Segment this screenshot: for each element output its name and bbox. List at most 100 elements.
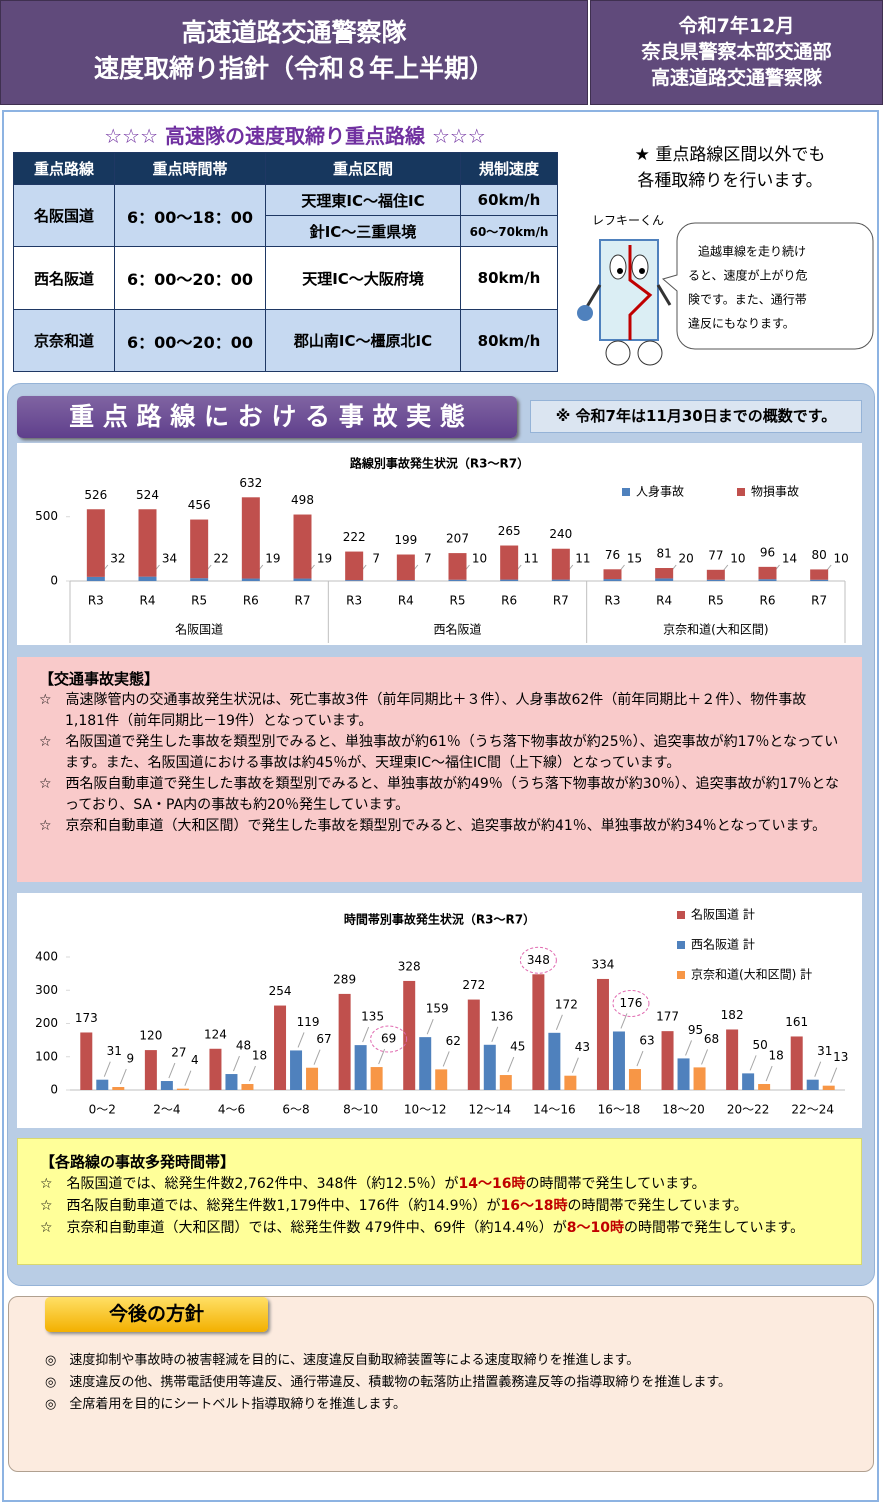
time-fact: ☆ 西名阪自動車道では、総発生件数1,179件中、176件（約14.9％）が16… <box>40 1195 839 1217</box>
legend-swatch <box>677 971 685 979</box>
bar <box>564 1075 577 1090</box>
bar-segment <box>758 566 777 580</box>
x-tick-label: R6 <box>243 594 259 608</box>
bar <box>112 1087 125 1090</box>
bar <box>290 1050 303 1090</box>
value-label: 63 <box>639 1034 654 1048</box>
bar <box>419 1037 432 1090</box>
limit: 60～70km/h <box>460 215 558 247</box>
legend-label: 物損事故 <box>751 484 799 499</box>
bar-segment <box>603 579 622 581</box>
x-tick-label: R3 <box>605 594 621 608</box>
value-label: 81 <box>657 547 672 561</box>
bar-segment <box>655 568 674 579</box>
x-tick-label: 20～22 <box>727 1103 770 1117</box>
col-head: 規制速度 <box>460 152 558 185</box>
leader <box>378 1048 386 1065</box>
org-line: 奈良県警察本部交通部 <box>641 41 832 63</box>
value-label: 172 <box>555 997 578 1011</box>
pupil <box>639 268 645 274</box>
value-label: 15 <box>627 552 642 566</box>
value-label: 119 <box>297 1015 320 1029</box>
bar-segment <box>551 548 570 580</box>
leader <box>248 1065 256 1082</box>
col-head: 重点時間帯 <box>114 152 266 185</box>
x-tick-label: 4～6 <box>218 1103 245 1117</box>
bar <box>806 1079 819 1090</box>
highlight <box>612 989 650 1017</box>
y-tick-label: 0 <box>50 1083 58 1097</box>
leader <box>362 1026 370 1043</box>
bar <box>176 1088 189 1090</box>
chart: 時間帯別事故発生状況（R3～R7） 0 100 200 300 400 0～2 2～4 4～6 6… <box>17 893 862 1128</box>
value-label: 222 <box>343 530 366 544</box>
group-label: 京奈和道(大和区間) <box>663 623 768 637</box>
hours: 6：00～20：00 <box>114 246 266 310</box>
bar-segment <box>345 580 364 581</box>
y-tick-label: 0 <box>50 574 58 588</box>
limit: 80km/h <box>460 309 558 372</box>
value-label: 19 <box>317 552 332 566</box>
value-label: 48 <box>236 1039 251 1053</box>
leader <box>184 1070 192 1086</box>
bar-segment <box>448 579 467 581</box>
legend-swatch <box>677 911 685 919</box>
bar-segment <box>500 579 519 581</box>
value-label: 10 <box>472 552 487 566</box>
x-tick-label: R5 <box>191 594 207 608</box>
value-label: 182 <box>721 1008 744 1022</box>
value-label: 18 <box>768 1049 783 1063</box>
y-tick-label: 300 <box>35 983 58 997</box>
value-label: 11 <box>524 552 539 566</box>
value-label: 254 <box>269 984 292 998</box>
section-title: 重 点 路 線 に お け る 事 故 実 態 <box>17 396 517 438</box>
policy-items: ◎ 速度抑制や事故時の被害軽減を目的に、速度違反自動取締装置等による速度取締りを… <box>45 1350 845 1416</box>
bar-segment <box>138 576 157 581</box>
x-tick-label: R7 <box>811 594 827 608</box>
hours: 6：00～20：00 <box>114 309 266 372</box>
legend-label: 名阪国道 計 <box>691 907 755 922</box>
limit: 60km/h <box>460 184 558 216</box>
header-title: 高速道路交通警察隊 速度取締り指針（令和８年上半期） <box>0 0 588 105</box>
text: の時間帯で発生しています。 <box>525 1176 706 1192</box>
bar <box>370 1067 383 1090</box>
text: の時間帯で発生しています。 <box>567 1198 748 1214</box>
x-tick-label: 14～16 <box>533 1103 576 1117</box>
org-line: 令和7年12月 <box>678 15 795 37</box>
bar-segment <box>86 509 105 577</box>
section: 天理東IC～福住IC <box>265 184 461 216</box>
bar-segment <box>241 578 260 581</box>
value-label: 80 <box>812 548 827 562</box>
x-tick-label: R4 <box>656 594 672 608</box>
note: ★ 重点路線区間以外でも 各種取締りを行います。 <box>600 142 860 194</box>
leader <box>119 1068 127 1085</box>
highlight <box>370 1025 408 1053</box>
bar-segment <box>241 497 260 579</box>
bar <box>225 1074 238 1090</box>
x-tick-label: 12～14 <box>469 1103 512 1117</box>
x-tick-label: R7 <box>553 594 569 608</box>
group-label: 西名阪道 <box>433 622 481 637</box>
route: 名阪国道 <box>13 184 115 247</box>
bar <box>435 1069 448 1090</box>
header-org: 令和7年12月 奈良県警察本部交通部 高速道路交通警察隊 <box>590 0 883 105</box>
value-label: 31 <box>107 1044 122 1058</box>
value-label: 207 <box>446 532 469 546</box>
value-label: 240 <box>549 527 572 541</box>
bar <box>822 1085 835 1090</box>
value-label: 272 <box>462 978 485 992</box>
value-label: 199 <box>394 533 417 547</box>
pupil <box>617 268 623 274</box>
value-label: 19 <box>265 552 280 566</box>
bar-segment <box>500 545 519 580</box>
bar-segment <box>138 509 157 577</box>
leader <box>701 1049 709 1065</box>
routes-title: ☆☆☆ 高速隊の速度取締り重点路線 ☆☆☆ <box>104 124 486 148</box>
leader <box>103 1061 111 1077</box>
time-fact: ☆ 名阪国道では、総発生件数2,762件中、348件（約12.5％）が14～16… <box>40 1173 839 1195</box>
leader <box>814 1061 822 1077</box>
bar <box>306 1067 319 1090</box>
x-tick-label: R6 <box>760 594 776 608</box>
leader <box>507 1056 515 1073</box>
bar <box>274 1005 287 1090</box>
